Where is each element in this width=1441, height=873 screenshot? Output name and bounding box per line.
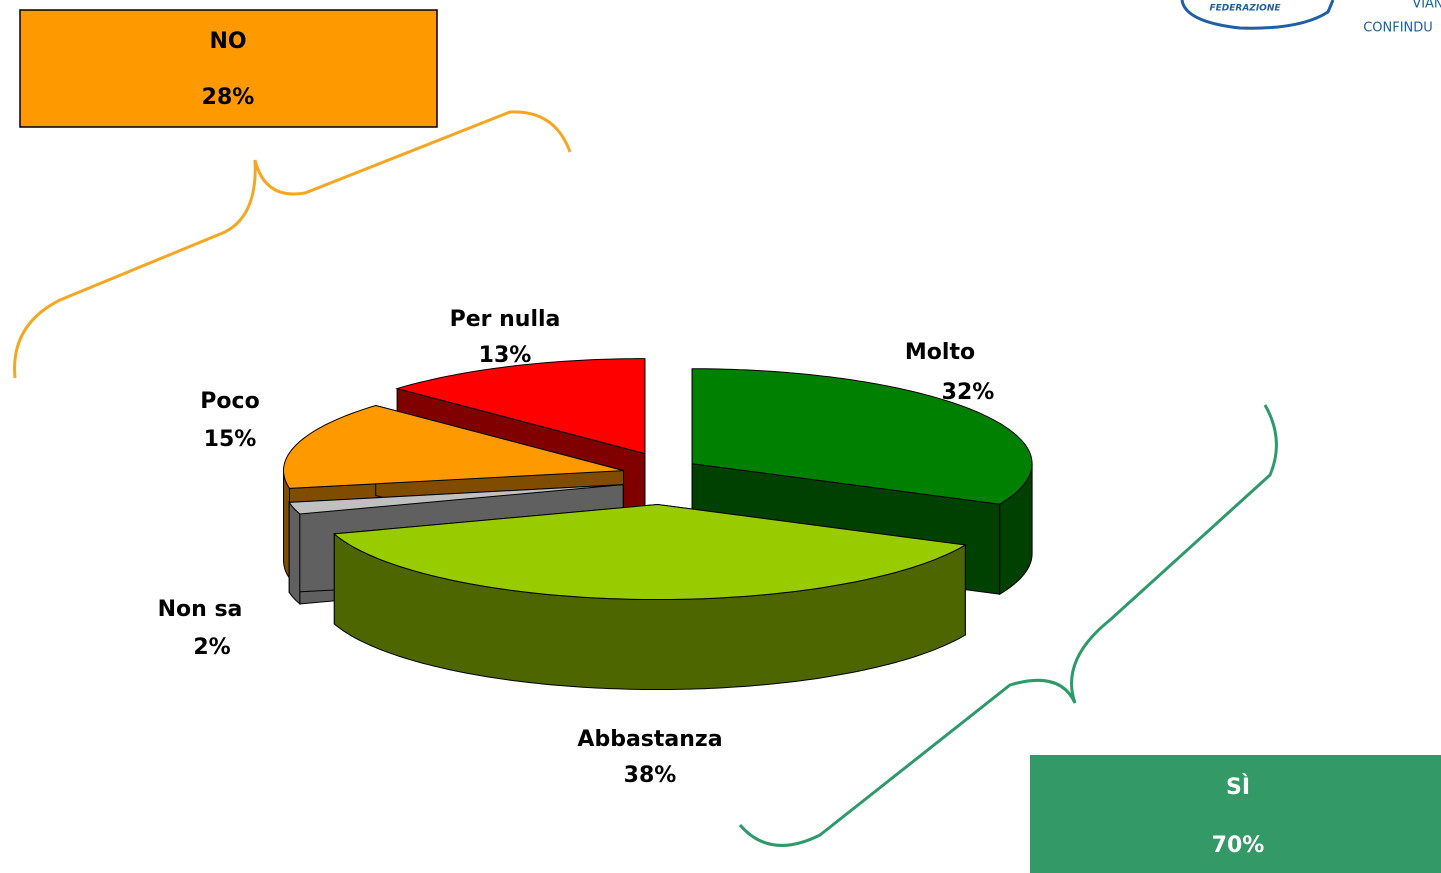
pie-slice [333,503,967,690]
annotation-box [1030,755,1441,873]
pie [283,358,1033,690]
logo: FEDERAZIONE VIAN CONFINDU [1180,0,1441,36]
annotation-text: 70% [1212,833,1265,858]
annotation-box [19,9,438,128]
annotation-si: SÌ 70% [1030,755,1441,873]
annotation-title: SÌ [1226,774,1250,800]
slice-label: Non sa [158,597,243,622]
logo-text: VIAN [1412,0,1441,12]
slice-value-label: 32% [942,380,995,405]
slice-top [283,404,624,489]
slice-label: Poco [200,389,259,414]
slice-value-label: 2% [193,635,230,660]
logo-text: CONFINDU [1363,21,1433,36]
slice-label: Molto [905,340,975,365]
annotation-no: NO 28% [19,9,438,128]
brace [13,110,572,379]
slice-value-label: 13% [479,343,532,368]
slice-value-label: 15% [204,427,257,452]
slice-top [333,503,967,600]
slice-label: Abbastanza [577,727,722,752]
slice-top [288,484,624,515]
slice-value-label: 38% [624,763,677,788]
slice-top [691,368,1033,505]
logo-text: FEDERAZIONE [1209,4,1281,14]
annotation-title: NO [209,29,246,54]
annotation-text: 28% [202,85,255,110]
slice-label: Per nulla [450,307,561,332]
brace [738,404,1278,847]
slice-top [395,358,646,455]
slice-wall [288,500,301,606]
logo-shape [1180,0,1335,30]
